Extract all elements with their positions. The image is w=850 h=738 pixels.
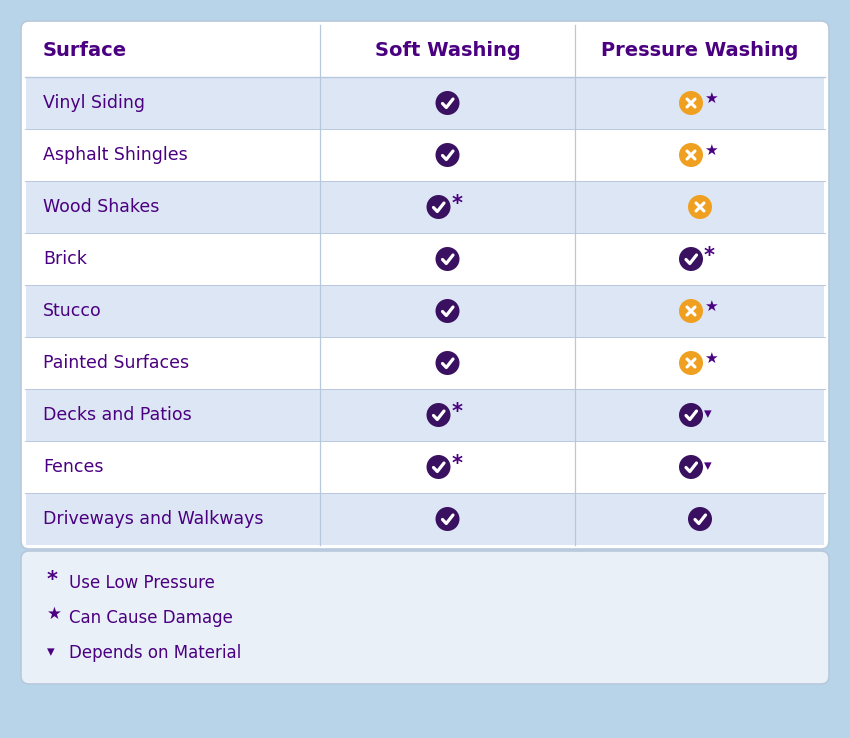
Text: Depends on Material: Depends on Material (69, 644, 241, 662)
Circle shape (679, 299, 703, 323)
Text: *: * (451, 402, 462, 422)
Text: ▾: ▾ (47, 644, 54, 660)
FancyBboxPatch shape (26, 181, 824, 233)
FancyBboxPatch shape (26, 493, 824, 545)
Circle shape (688, 507, 712, 531)
Circle shape (435, 351, 460, 375)
Text: ★: ★ (704, 351, 717, 365)
Text: ▾: ▾ (704, 458, 711, 474)
Text: *: * (47, 570, 58, 590)
Text: Surface: Surface (43, 41, 128, 61)
Circle shape (435, 299, 460, 323)
FancyBboxPatch shape (26, 129, 824, 181)
Circle shape (679, 351, 703, 375)
FancyBboxPatch shape (26, 389, 824, 441)
Circle shape (435, 91, 460, 115)
FancyBboxPatch shape (26, 441, 824, 493)
Circle shape (679, 455, 703, 479)
Circle shape (435, 247, 460, 271)
Text: ★: ★ (704, 298, 717, 314)
Text: *: * (704, 246, 715, 266)
Text: Use Low Pressure: Use Low Pressure (69, 574, 215, 592)
FancyBboxPatch shape (26, 285, 824, 337)
Circle shape (679, 247, 703, 271)
Text: Vinyl Siding: Vinyl Siding (43, 94, 145, 112)
Text: ★: ★ (704, 91, 717, 106)
Text: Fences: Fences (43, 458, 104, 476)
Circle shape (427, 403, 450, 427)
FancyBboxPatch shape (21, 551, 829, 684)
FancyBboxPatch shape (26, 26, 824, 77)
Text: Painted Surfaces: Painted Surfaces (43, 354, 189, 372)
Text: ★: ★ (704, 142, 717, 157)
Text: Decks and Patios: Decks and Patios (43, 406, 192, 424)
Circle shape (688, 195, 712, 219)
Text: ▾: ▾ (704, 407, 711, 421)
Text: Brick: Brick (43, 250, 87, 268)
Text: Stucco: Stucco (43, 302, 102, 320)
Text: *: * (451, 194, 462, 214)
Text: *: * (451, 454, 462, 474)
Text: Can Cause Damage: Can Cause Damage (69, 609, 233, 627)
Circle shape (679, 143, 703, 167)
Circle shape (435, 507, 460, 531)
Circle shape (435, 143, 460, 167)
Text: Driveways and Walkways: Driveways and Walkways (43, 510, 264, 528)
FancyBboxPatch shape (26, 233, 824, 285)
Text: ★: ★ (47, 605, 62, 623)
Circle shape (427, 195, 450, 219)
Text: Wood Shakes: Wood Shakes (43, 198, 159, 216)
FancyBboxPatch shape (26, 337, 824, 389)
FancyBboxPatch shape (26, 77, 824, 129)
Circle shape (679, 91, 703, 115)
Circle shape (679, 403, 703, 427)
Circle shape (427, 455, 450, 479)
FancyBboxPatch shape (21, 21, 829, 549)
Text: Soft Washing: Soft Washing (375, 41, 520, 61)
Text: Asphalt Shingles: Asphalt Shingles (43, 146, 188, 164)
Text: Pressure Washing: Pressure Washing (601, 41, 799, 61)
